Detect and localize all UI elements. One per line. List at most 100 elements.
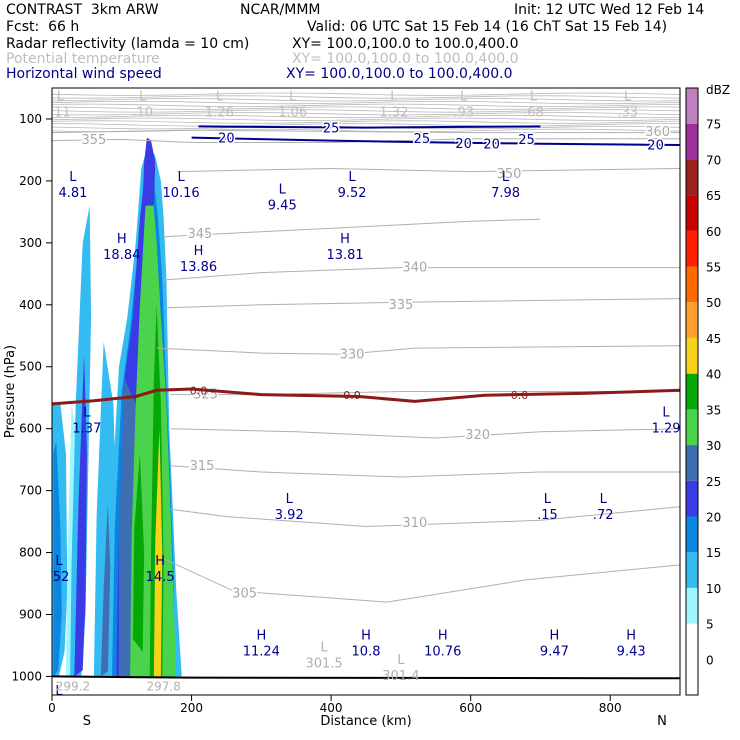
hl-marker-H: H (155, 554, 165, 569)
melting-level-line (52, 387, 680, 406)
wind-label: 25 (518, 133, 535, 148)
hl-marker-L: L (600, 492, 608, 507)
hl-marker-L: L (55, 684, 63, 699)
reflectivity-cell-15dbz (53, 441, 62, 677)
colorbar-unit: dBZ (706, 83, 730, 97)
hl-value: 7.98 (491, 186, 520, 201)
colorbar-box (686, 552, 698, 588)
hl-marker-L: L (662, 405, 670, 420)
theta-contour-upper (52, 120, 680, 124)
theta-label-320: 320 (465, 428, 490, 443)
theta-contour-340 (163, 267, 680, 281)
hl-value: 9.47 (540, 644, 569, 659)
theta-label-310: 310 (402, 516, 427, 531)
wind-label: 25 (414, 132, 431, 147)
theta-contour-360 (52, 129, 680, 134)
theta-label-330: 330 (340, 347, 365, 362)
theta-label-305: 305 (232, 586, 257, 601)
hl-value: 301.5 (306, 657, 343, 672)
y-tick-label: 400 (19, 298, 42, 312)
x-tick-label: 400 (320, 701, 343, 715)
theta-contour-330 (156, 345, 680, 355)
surface-theta-label: 297.8 (146, 679, 180, 693)
theta-contour-upper (52, 98, 680, 102)
theta-label-355: 355 (81, 133, 106, 148)
melting-level-label: 0.0 (511, 389, 529, 402)
y-tick-label: 500 (19, 360, 42, 374)
y-tick-label: 100 (19, 112, 42, 126)
colorbar-label: 50 (706, 296, 721, 310)
x-endpoint-left: S (83, 714, 91, 729)
hl-value: 14.5 (146, 570, 175, 585)
hl-marker-H: H (256, 628, 266, 643)
reflectivity-cell-40dbz (153, 428, 163, 677)
theta-contour-upper (52, 112, 680, 116)
hl-value: 9.52 (338, 186, 367, 201)
hl-marker-H: H (361, 628, 371, 643)
hl-marker-L: L (390, 89, 398, 104)
colorbar-label: 40 (706, 368, 721, 382)
field-wind-xy: XY= 100.0,100.0 to 100.0,400.0 (286, 66, 513, 82)
theta-contour-upper (52, 114, 680, 119)
colorbar-box (686, 373, 698, 410)
hl-marker-L: L (321, 641, 329, 656)
colorbar-label: 35 (706, 403, 721, 417)
colorbar-label: 10 (706, 582, 721, 596)
surface-theta-label: 299.2 (56, 679, 90, 693)
hl-marker-L: L (55, 554, 63, 569)
theta-label-360: 360 (645, 125, 670, 140)
header-fcst: Fcst: 66 h (6, 19, 80, 35)
theta-contour-upper (52, 117, 680, 121)
colorbar-box (686, 88, 698, 124)
y-axis-label: Pressure (hPa) (3, 345, 18, 438)
x-tick-label: 800 (599, 701, 622, 715)
hl-value: 4.81 (58, 186, 87, 201)
hl-value: 3.92 (275, 508, 304, 523)
header-org: NCAR/MMM (240, 2, 321, 18)
colorbar-label: 25 (706, 475, 721, 489)
theta-contour-315 (170, 465, 680, 478)
x-tick-label: 200 (180, 701, 203, 715)
theta-contour-345 (163, 218, 541, 238)
y-tick-label: 900 (19, 607, 42, 621)
plot-frame (51, 87, 681, 696)
hl-marker-L: L (57, 89, 65, 104)
colorbar-label: 70 (706, 153, 721, 167)
hl-value: 13.86 (180, 260, 217, 275)
wind-contour-25 (198, 125, 541, 129)
reflectivity-cell-35dbz (132, 453, 145, 652)
y-tick-label: 300 (19, 236, 42, 250)
theta-contour-350 (177, 167, 680, 173)
hl-marker-L: L (177, 170, 185, 185)
header-title: CONTRAST 3km ARW (6, 2, 159, 18)
field-reflectivity-name: Radar reflectivity (lamda = 10 cm) (6, 36, 250, 52)
colorbar-label: 55 (706, 261, 721, 275)
hl-marker-L: L (544, 492, 552, 507)
theta-contour-upper (52, 95, 680, 99)
hl-value: .72 (593, 508, 614, 523)
hl-value: .11 (50, 105, 71, 120)
y-tick-label: 200 (19, 174, 42, 188)
hl-value: .33 (617, 105, 638, 120)
colorbar-box (686, 266, 698, 303)
hl-marker-L: L (624, 89, 632, 104)
hl-value: 1.29 (652, 421, 681, 436)
melting-level-label: 0.0 (190, 384, 208, 397)
colorbar-box (686, 623, 698, 660)
x-tick-label: 600 (459, 701, 482, 715)
theta-contour-310 (170, 506, 680, 528)
hl-value: .10 (132, 105, 153, 120)
x-endpoint-right: N (657, 714, 667, 729)
hl-value: 1.37 (72, 421, 101, 436)
hl-marker-L: L (397, 653, 405, 668)
hl-value: 9.45 (268, 198, 297, 213)
field-reflectivity-xy: XY= 100.0,100.0 to 100.0,400.0 (292, 36, 519, 52)
y-tick-label: 700 (19, 484, 42, 498)
field-theta-xy: XY= 100.0,100.0 to 100.0,400.0 (292, 51, 519, 67)
theta-contour-upper (52, 100, 680, 105)
hl-marker-H: H (340, 232, 350, 247)
y-tick-label: 800 (19, 546, 42, 560)
hl-value: 11.24 (243, 644, 280, 659)
theta-contour-355 (52, 138, 680, 143)
wind-contour-20 (191, 136, 680, 146)
